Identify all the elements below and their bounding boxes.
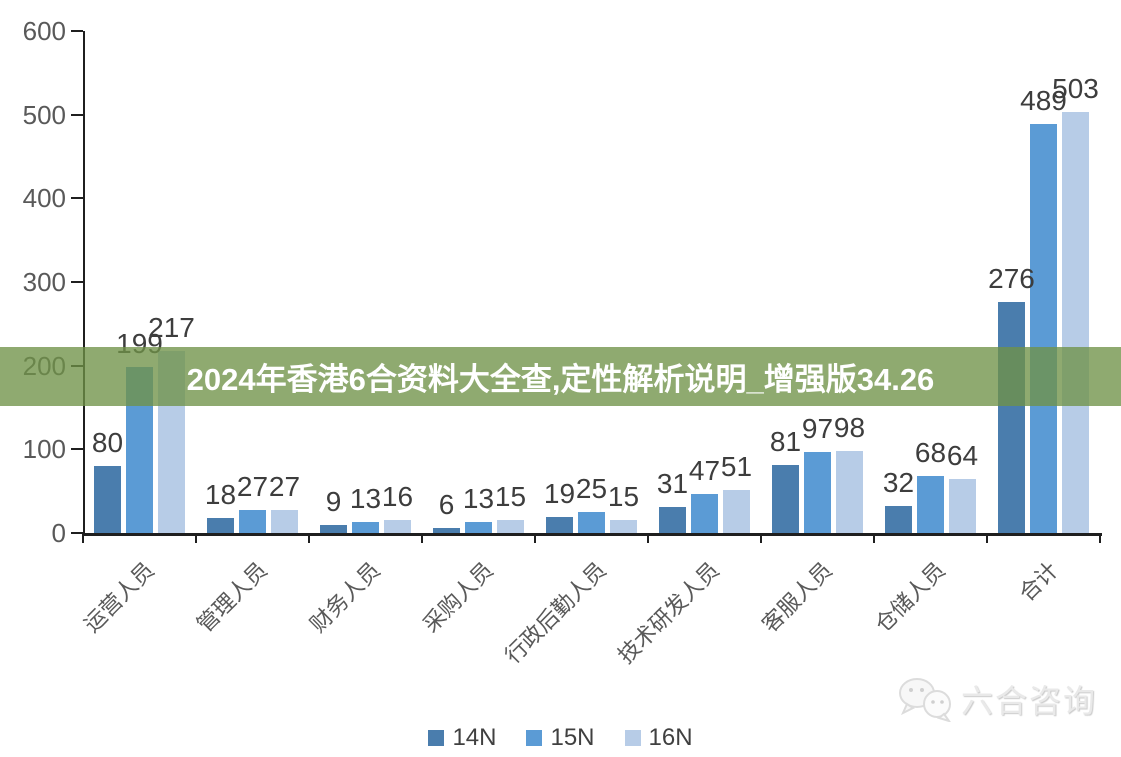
bar <box>497 520 524 533</box>
bar-value-label: 16 <box>381 480 414 512</box>
bar-value-label: 19 <box>543 478 576 510</box>
bar-value-label: 18 <box>204 478 237 510</box>
bar <box>804 451 831 533</box>
banner-overlay: 2024年香港6合资料大全查,定性解析说明_增强版34.26 <box>0 347 1121 406</box>
bar-value-label: 276 <box>988 263 1035 295</box>
y-axis-tick <box>71 113 83 116</box>
bar <box>271 510 298 533</box>
bar-value-label: 217 <box>148 312 195 344</box>
bar <box>94 466 121 533</box>
category-label: 运营人员 <box>78 557 159 638</box>
bar <box>239 510 266 533</box>
bar-value-label: 32 <box>882 467 915 499</box>
y-axis-tick-label: 600 <box>22 16 66 46</box>
y-axis-tick-label: 300 <box>22 267 66 297</box>
bar-value-label: 25 <box>575 473 608 505</box>
y-axis-tick <box>71 448 83 451</box>
y-axis-line <box>83 31 85 535</box>
bar-value-label: 489 <box>1020 84 1067 116</box>
legend-item: 16N <box>624 724 693 752</box>
bar-value-label: 27 <box>268 471 301 503</box>
bar-value-label: 15 <box>607 481 640 513</box>
bar <box>1062 112 1089 533</box>
bar <box>836 451 863 533</box>
wechat-chat-bubbles-icon <box>898 678 951 722</box>
bar-value-label: 98 <box>833 412 866 443</box>
bar-value-label: 81 <box>769 426 802 458</box>
x-axis-tick <box>82 534 84 543</box>
x-axis-tick <box>647 534 649 543</box>
bar-value-label: 13 <box>462 483 495 515</box>
bar <box>546 517 573 533</box>
bar-value-label: 9 <box>325 486 342 518</box>
bar <box>659 507 686 533</box>
bar-value-label: 97 <box>801 412 834 444</box>
bar-value-label: 68 <box>914 437 947 469</box>
banner-text: 2024年香港6合资料大全查,定性解析说明_增强版34.26 <box>186 362 935 397</box>
bar <box>207 517 234 533</box>
watermark: 六合咨询 <box>895 676 1097 722</box>
bar-value-label: 51 <box>720 451 753 483</box>
bar-value-label: 13 <box>349 483 382 515</box>
bar <box>320 525 347 533</box>
bar <box>691 493 718 533</box>
bar <box>885 506 912 533</box>
x-axis-tick <box>308 534 310 543</box>
y-axis-tick <box>71 197 83 200</box>
x-axis-line <box>83 533 1102 536</box>
legend-label: 16N <box>648 724 693 751</box>
bar-value-label: 503 <box>1052 73 1099 105</box>
x-axis-tick <box>1099 534 1101 543</box>
bar-value-label: 15 <box>494 481 527 513</box>
legend-item: 15N <box>526 724 595 752</box>
bar-value-label: 80 <box>91 427 124 459</box>
y-axis-tick-label: 100 <box>22 434 66 465</box>
bar <box>465 522 492 533</box>
y-axis-tick <box>71 532 83 534</box>
watermark-text: 六合咨询 <box>960 683 1097 719</box>
y-axis-tick-label: 0 <box>51 518 66 548</box>
y-axis-tick <box>71 30 83 32</box>
bar <box>384 519 411 533</box>
bar-value-label: 31 <box>656 468 689 500</box>
y-axis-tick-label: 500 <box>22 99 66 130</box>
bar-value-label: 47 <box>688 454 721 486</box>
legend-item: 14N <box>428 724 496 752</box>
bar-value-label: 64 <box>946 440 979 472</box>
bar <box>772 465 799 533</box>
bar <box>723 490 750 533</box>
bar <box>610 520 637 533</box>
bar <box>917 476 944 533</box>
legend-label: 14N <box>452 724 497 751</box>
y-axis-tick-label: 400 <box>22 183 66 214</box>
legend-swatch <box>624 730 641 746</box>
bar-value-label: 6 <box>438 488 455 520</box>
bar-value-label: 27 <box>236 471 269 503</box>
x-axis-tick <box>195 534 197 543</box>
bar <box>998 302 1025 533</box>
bar <box>949 479 976 533</box>
x-axis-tick <box>760 534 762 543</box>
y-axis-tick <box>71 281 83 283</box>
bar <box>433 527 460 533</box>
x-axis-tick <box>873 534 875 543</box>
bar <box>1030 123 1057 533</box>
legend-swatch <box>428 730 445 746</box>
legend-label: 15N <box>550 724 595 751</box>
x-axis-tick <box>986 534 988 543</box>
x-axis-tick <box>421 534 423 543</box>
bar <box>578 512 605 533</box>
legend-swatch <box>526 730 543 746</box>
x-axis-tick <box>534 534 536 543</box>
legend: 14N 15N 16N <box>0 724 1121 752</box>
bar <box>352 522 379 533</box>
